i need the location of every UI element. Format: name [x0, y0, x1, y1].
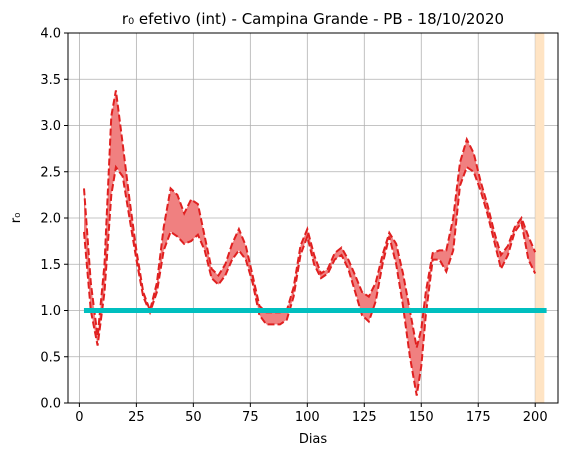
- x-tick-label: 200: [523, 410, 548, 425]
- series-upper-line: [83, 90, 537, 348]
- highlight-region: [535, 33, 545, 403]
- highlight-rect: [535, 33, 545, 403]
- y-tick-label: 0.5: [40, 350, 61, 365]
- y-tick-label: 1.5: [40, 258, 61, 273]
- y-axis-label: r₀: [9, 213, 24, 224]
- x-tick-label: 50: [185, 410, 202, 425]
- x-tick-label: 0: [75, 410, 83, 425]
- y-tick-label: 2.0: [40, 212, 61, 227]
- y-tick-label: 2.5: [40, 165, 61, 180]
- x-tick-label: 125: [352, 410, 377, 425]
- y-tick-label: 3.5: [40, 73, 61, 88]
- y-tick-label: 3.0: [40, 119, 61, 134]
- x-tick-label: 75: [242, 410, 259, 425]
- band: [83, 90, 537, 396]
- x-tick-label: 175: [466, 410, 491, 425]
- series-lower-line: [83, 164, 537, 396]
- x-ticks: 0 25 50 75 100 125 150 175 200: [75, 403, 548, 425]
- chart-title: r₀ efetivo (int) - Campina Grande - PB -…: [122, 10, 504, 28]
- x-tick-label: 100: [295, 410, 320, 425]
- x-tick-label: 150: [409, 410, 434, 425]
- y-tick-label: 0.0: [40, 397, 61, 412]
- x-axis-label: Dias: [299, 432, 328, 447]
- y-ticks: 0.0 0.5 1.0 1.5 2.0 2.5 3.0 3.5 4.0: [40, 27, 68, 412]
- y-tick-label: 4.0: [40, 27, 61, 42]
- x-tick-label: 25: [128, 410, 145, 425]
- y-tick-label: 1.0: [40, 304, 61, 319]
